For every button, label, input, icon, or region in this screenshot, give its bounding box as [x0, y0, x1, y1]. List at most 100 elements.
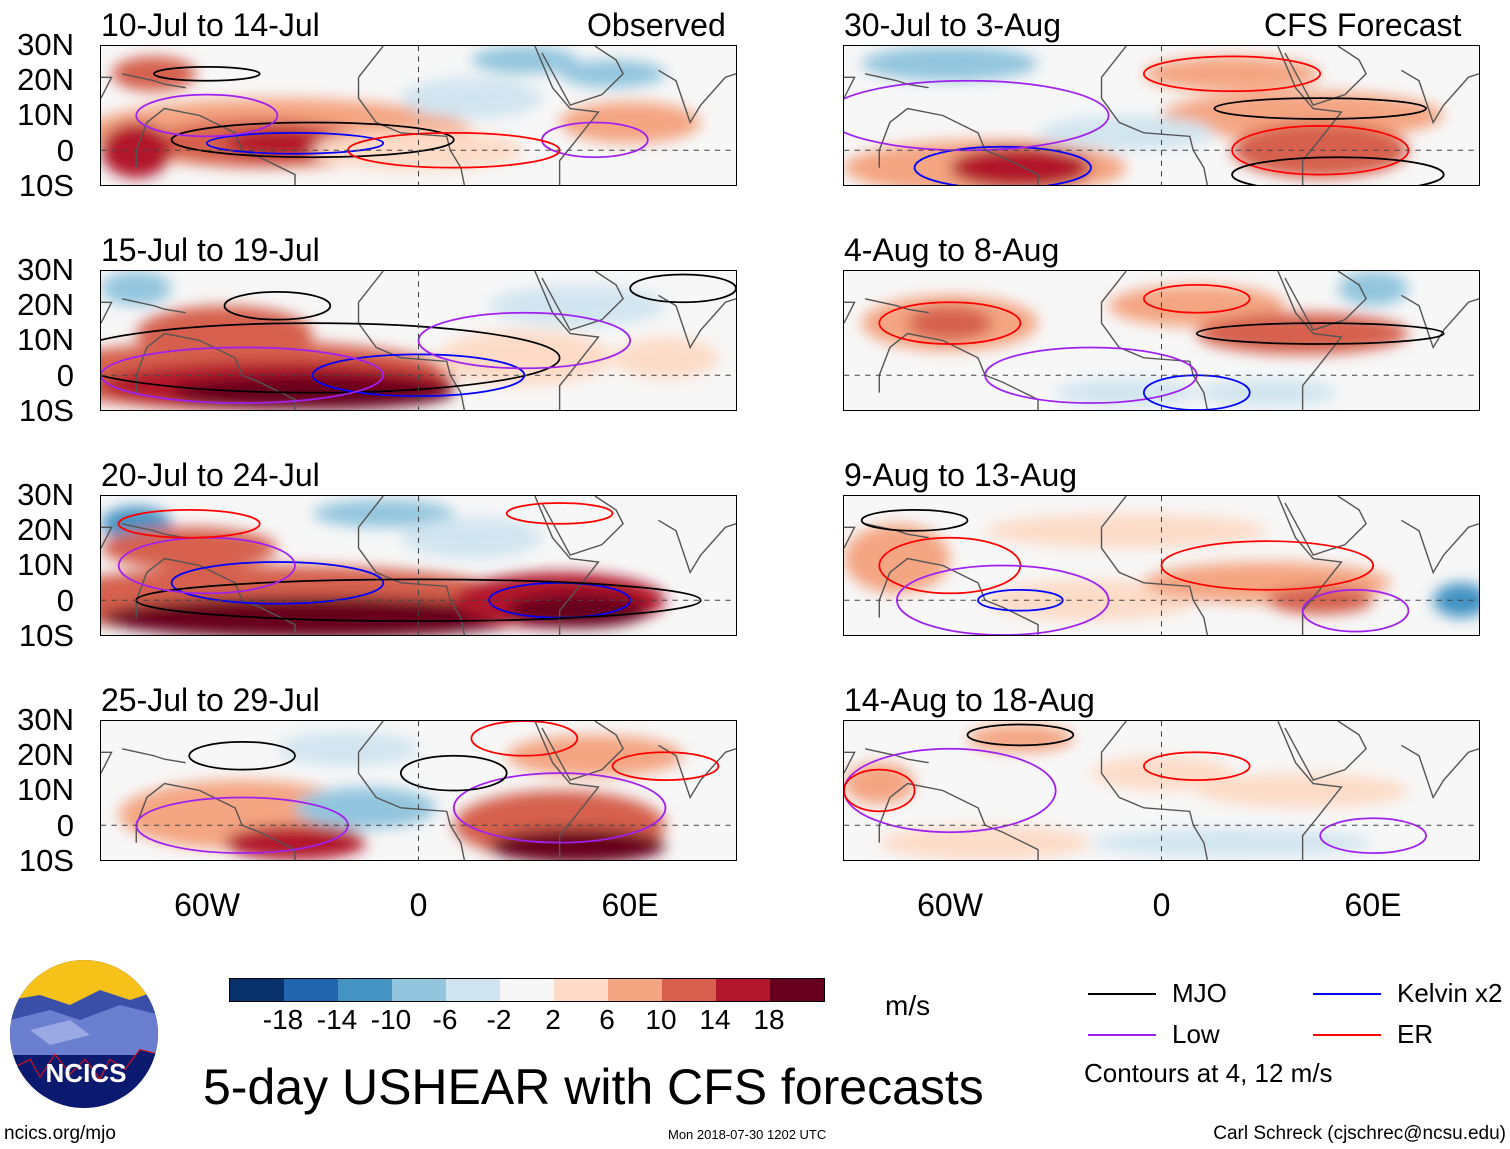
- shading-blob: [1433, 582, 1479, 618]
- shading-blob: [1143, 56, 1321, 92]
- coastline: [357, 752, 466, 860]
- coastline: [541, 46, 624, 106]
- coastline: [1277, 46, 1343, 185]
- coastline: [357, 271, 384, 303]
- coastline: [1401, 294, 1479, 350]
- map-panel: [843, 720, 1480, 861]
- contour-line: [505, 502, 614, 525]
- contour-line: [205, 132, 385, 155]
- coastline: [1277, 271, 1343, 410]
- longitude-label: 60E: [1344, 887, 1402, 923]
- coastline: [541, 721, 624, 781]
- colorbar-label: -18: [262, 1004, 304, 1035]
- observed-label: Observed: [587, 7, 726, 43]
- coastline: [1284, 46, 1367, 106]
- contour-line: [844, 768, 916, 813]
- contour-line: [135, 93, 279, 138]
- coastline: [1100, 527, 1209, 635]
- coastline: [541, 496, 624, 556]
- colorbar-swatch: [446, 979, 500, 1001]
- colorbar-label: 18: [753, 1004, 785, 1035]
- latitude-label: 20N: [17, 512, 74, 548]
- shading-blob: [506, 593, 648, 629]
- coastline: [357, 77, 466, 185]
- colorbar-label: 6: [599, 1004, 615, 1035]
- coastline: [844, 751, 856, 774]
- contour-note: Contours at 4, 12 m/s: [1084, 1058, 1333, 1088]
- colorbar-label: 14: [699, 1004, 731, 1035]
- coastline: [1284, 271, 1367, 331]
- forecast-label: CFS Forecast: [1264, 7, 1462, 43]
- colorbar-label: 2: [545, 1004, 561, 1035]
- shading-blob: [967, 724, 1074, 753]
- map-panel: [843, 495, 1480, 636]
- latitude-label: 10S: [18, 167, 74, 203]
- coastline: [534, 721, 600, 860]
- contour-line: [153, 65, 261, 82]
- shading-blob: [400, 77, 542, 119]
- legend-label: MJO: [1172, 978, 1227, 1008]
- contour-line: [611, 751, 720, 781]
- panel-title: 25-Jul to 29-Jul: [101, 682, 320, 718]
- colorbar-swatch: [662, 979, 716, 1001]
- colorbar-swatch: [554, 979, 608, 1001]
- colorbar-swatch: [392, 979, 446, 1001]
- footer-timestamp: Mon 2018-07-30 1202 UTC: [668, 1127, 827, 1142]
- longitude-label: 60E: [601, 887, 659, 923]
- coastline: [1100, 721, 1127, 753]
- contour-line: [399, 754, 508, 792]
- coastline: [101, 76, 113, 99]
- shading-blob: [1108, 284, 1285, 327]
- contour-line: [170, 561, 385, 605]
- coastline: [878, 557, 1039, 635]
- map-panel: [100, 270, 737, 411]
- legend-label: Low: [1172, 1019, 1220, 1049]
- coastline: [135, 107, 296, 185]
- contour-line: [966, 723, 1075, 747]
- contour-line: [117, 509, 261, 539]
- shading-blob: [489, 284, 666, 327]
- contour-line: [452, 772, 667, 844]
- coastline: [844, 76, 856, 99]
- shading-blob: [1196, 378, 1338, 407]
- coastline: [878, 332, 1039, 410]
- latitude-label: 0: [56, 807, 74, 843]
- figure-title: 5-day USHEAR with CFS forecasts: [203, 1059, 984, 1115]
- shading-blob: [277, 731, 419, 767]
- legend-label: Kelvin x2: [1397, 978, 1503, 1008]
- latitude-label: 20N: [17, 737, 74, 773]
- contour-line: [1301, 588, 1410, 633]
- contour-line: [1142, 55, 1322, 93]
- shading-blob: [101, 527, 278, 569]
- longitude-label: 60W: [917, 887, 983, 923]
- legend-line-mjo: [1088, 993, 1156, 995]
- colorbar-label: -2: [486, 1004, 512, 1035]
- footer-url[interactable]: ncics.org/mjo: [4, 1123, 116, 1144]
- panel-title: 20-Jul to 24-Jul: [101, 457, 320, 493]
- panel-title: 9-Aug to 13-Aug: [844, 457, 1078, 493]
- coastline: [101, 751, 113, 774]
- contour-line: [1213, 97, 1427, 120]
- contour-line: [844, 747, 1057, 834]
- colorbar-swatch: [608, 979, 662, 1001]
- shading-blob: [1196, 312, 1409, 355]
- latitude-label: 10N: [17, 547, 74, 583]
- contour-line: [1142, 751, 1251, 781]
- shading-blob: [907, 305, 993, 341]
- coastline: [1100, 46, 1127, 78]
- contour-line: [417, 311, 632, 370]
- shading-blob: [400, 516, 542, 559]
- colorbar-swatch: [716, 979, 770, 1001]
- latitude-label: 20N: [17, 287, 74, 323]
- colorbar-swatch: [230, 979, 284, 1001]
- contour-line: [101, 346, 385, 404]
- coastline: [534, 271, 600, 410]
- contour-line: [629, 273, 736, 304]
- contour-line: [977, 588, 1064, 612]
- latitude-label: 0: [56, 132, 74, 168]
- legend-label: ER: [1397, 1019, 1434, 1049]
- coastline: [101, 526, 113, 549]
- shading-blob: [612, 337, 719, 379]
- coastline: [357, 496, 384, 528]
